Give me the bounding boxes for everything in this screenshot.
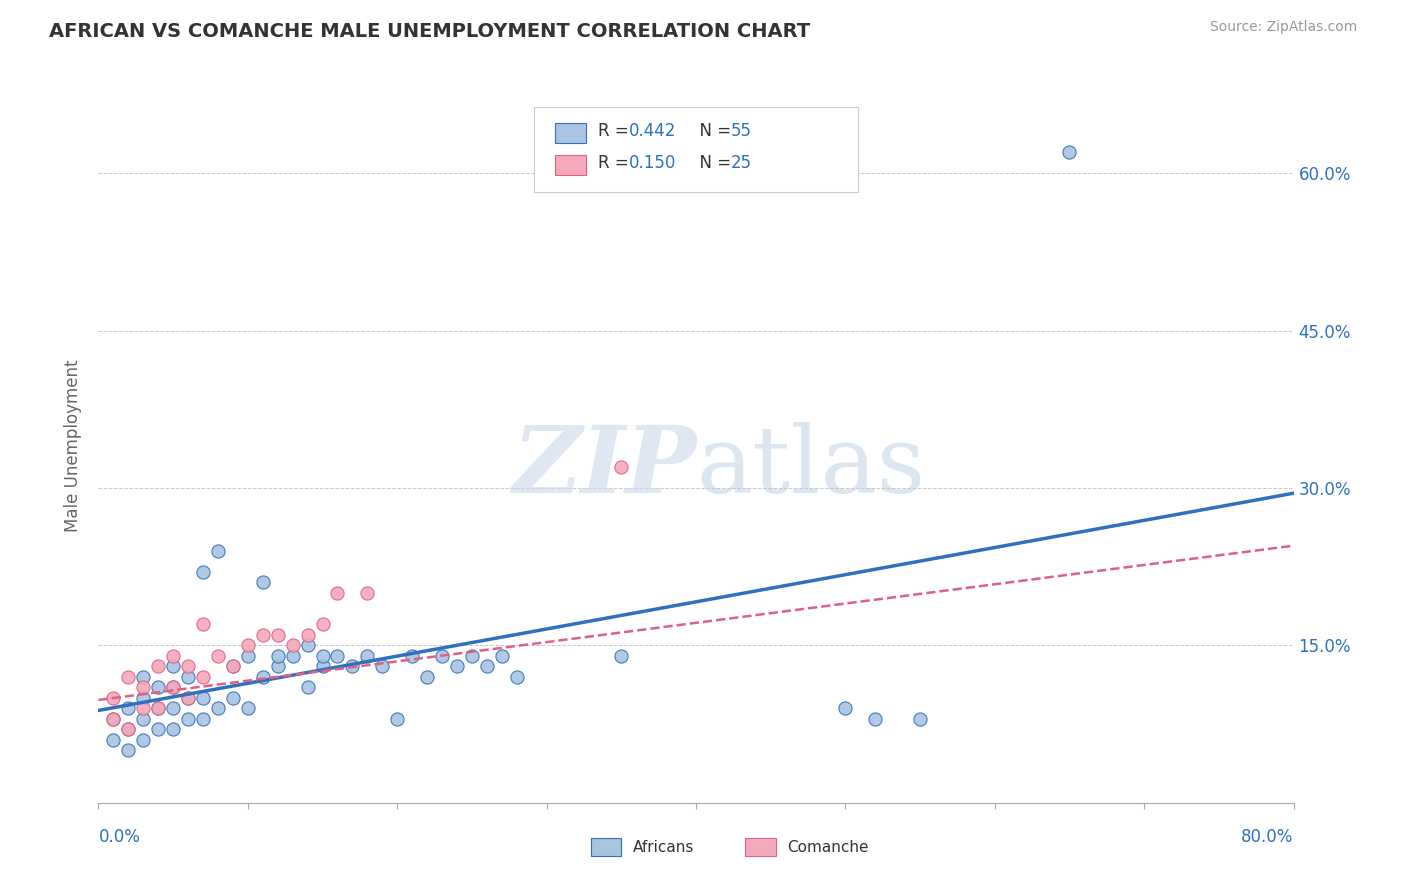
Point <box>297 639 319 653</box>
Point <box>132 690 155 705</box>
Point <box>148 659 170 673</box>
Point <box>148 681 170 695</box>
Point <box>267 648 290 663</box>
Point <box>132 681 155 695</box>
Point <box>430 648 453 663</box>
Point <box>117 723 139 737</box>
Point <box>177 659 200 673</box>
Point <box>103 690 125 705</box>
Point <box>236 701 259 715</box>
Point <box>416 670 439 684</box>
Point <box>148 701 170 715</box>
Point <box>132 701 155 715</box>
Text: N =: N = <box>689 154 737 172</box>
Point <box>103 732 125 747</box>
Point <box>132 732 155 747</box>
Text: 0.442: 0.442 <box>628 122 676 140</box>
Point <box>252 670 274 684</box>
Point <box>177 712 200 726</box>
Point <box>177 670 200 684</box>
Point <box>191 670 214 684</box>
Point <box>461 648 484 663</box>
Y-axis label: Male Unemployment: Male Unemployment <box>65 359 83 533</box>
Point <box>162 681 184 695</box>
Point <box>267 659 290 673</box>
Point <box>342 659 364 673</box>
Text: 25: 25 <box>731 154 752 172</box>
Point <box>103 712 125 726</box>
Point <box>908 712 931 726</box>
Point <box>610 460 633 475</box>
Point <box>117 670 139 684</box>
Text: 80.0%: 80.0% <box>1241 828 1294 846</box>
Point <box>222 690 245 705</box>
Point <box>117 723 139 737</box>
Point <box>610 648 633 663</box>
Point <box>177 690 200 705</box>
Point <box>356 586 378 600</box>
Point <box>1059 145 1081 160</box>
Point <box>356 648 378 663</box>
Text: atlas: atlas <box>696 423 925 512</box>
Point <box>326 648 349 663</box>
Text: N =: N = <box>689 122 737 140</box>
Point <box>148 723 170 737</box>
Point <box>297 628 319 642</box>
Point <box>385 712 409 726</box>
Point <box>207 544 229 558</box>
Point <box>103 712 125 726</box>
Point <box>326 586 349 600</box>
Point <box>401 648 423 663</box>
Point <box>162 701 184 715</box>
Point <box>162 723 184 737</box>
Point <box>207 648 229 663</box>
Point <box>207 701 229 715</box>
Point <box>834 701 856 715</box>
Text: Africans: Africans <box>633 840 695 855</box>
Text: 0.0%: 0.0% <box>98 828 141 846</box>
Text: ZIP: ZIP <box>512 423 696 512</box>
Point <box>162 659 184 673</box>
Point <box>281 648 304 663</box>
Point <box>506 670 529 684</box>
Point <box>297 681 319 695</box>
Point <box>191 690 214 705</box>
Point <box>191 617 214 632</box>
Point <box>267 628 290 642</box>
Point <box>191 712 214 726</box>
Point <box>446 659 468 673</box>
Point <box>236 648 259 663</box>
Point <box>191 565 214 579</box>
Text: Comanche: Comanche <box>787 840 869 855</box>
Point <box>865 712 887 726</box>
Point <box>177 690 200 705</box>
Point <box>491 648 513 663</box>
Point <box>371 659 394 673</box>
Text: R =: R = <box>598 122 634 140</box>
Point <box>475 659 498 673</box>
Point <box>311 659 333 673</box>
Point <box>252 575 274 590</box>
Point <box>311 617 333 632</box>
Point <box>162 648 184 663</box>
Text: AFRICAN VS COMANCHE MALE UNEMPLOYMENT CORRELATION CHART: AFRICAN VS COMANCHE MALE UNEMPLOYMENT CO… <box>49 22 810 41</box>
Point <box>222 659 245 673</box>
Text: 55: 55 <box>731 122 752 140</box>
Point <box>281 639 304 653</box>
Point <box>148 701 170 715</box>
Point <box>132 670 155 684</box>
Point <box>132 712 155 726</box>
Point <box>222 659 245 673</box>
Point <box>252 628 274 642</box>
Point <box>236 639 259 653</box>
Point <box>162 681 184 695</box>
Point <box>117 743 139 757</box>
Point <box>117 701 139 715</box>
Text: Source: ZipAtlas.com: Source: ZipAtlas.com <box>1209 20 1357 34</box>
Text: 0.150: 0.150 <box>628 154 676 172</box>
Text: R =: R = <box>598 154 634 172</box>
Point <box>311 648 333 663</box>
